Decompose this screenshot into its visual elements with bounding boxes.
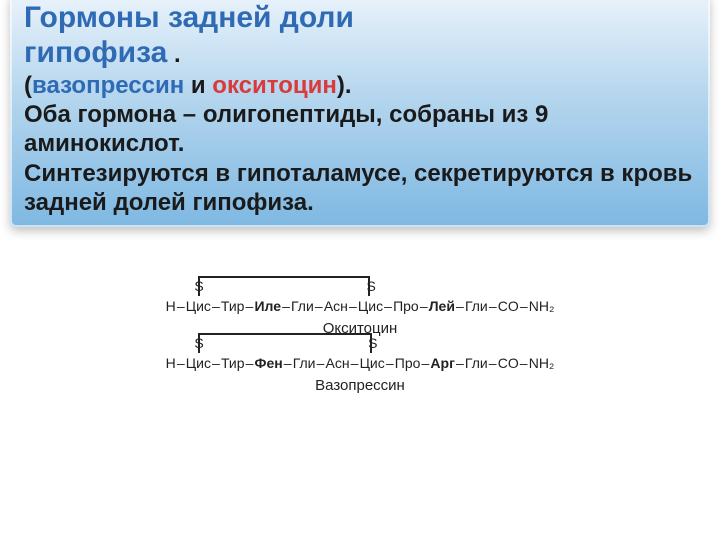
bond-dash: – bbox=[245, 355, 255, 371]
residue: CO bbox=[498, 298, 519, 314]
bond-dash: – bbox=[176, 298, 186, 314]
bond-dash: – bbox=[420, 355, 430, 371]
vasopressin-word: вазопрессин bbox=[32, 72, 184, 99]
hormone-names-line: (вазопрессин и окситоцин). bbox=[24, 71, 696, 100]
residue: Асн bbox=[324, 298, 348, 314]
description-line-1: Оба гормона – олигопептиды, собраны из 9… bbox=[24, 100, 696, 159]
residue: Арг bbox=[430, 355, 455, 371]
residue: Гли bbox=[291, 298, 314, 314]
residue: Цис bbox=[186, 355, 211, 371]
sulfur-label-right: S bbox=[368, 335, 377, 351]
peptide-name: Вазопрессин bbox=[315, 377, 405, 394]
sulfur-label-left: S bbox=[194, 335, 203, 351]
paren-close: ). bbox=[337, 72, 352, 99]
peptide-chain: Н–Цис–Тир–Фен–Гли–Асн–Цис–Про–Арг–Гли–CO… bbox=[166, 355, 555, 371]
peptide-chain: Н–Цис–Тир–Иле–Гли–Асн–Цис–Про–Лей–Гли–CO… bbox=[166, 298, 555, 314]
bond-dash: – bbox=[488, 355, 498, 371]
paren-open: ( bbox=[24, 72, 32, 99]
residue: Н bbox=[166, 355, 176, 371]
bond-dash: – bbox=[314, 298, 324, 314]
residue: CO bbox=[498, 355, 519, 371]
bond-dash: – bbox=[419, 298, 429, 314]
and-word: и bbox=[184, 72, 212, 99]
bond-dash: – bbox=[519, 355, 529, 371]
bond-dash: – bbox=[244, 298, 254, 314]
bond-dash: – bbox=[519, 298, 529, 314]
bond-dash: – bbox=[211, 298, 221, 314]
residue: Асн bbox=[326, 355, 350, 371]
residue: Гли bbox=[293, 355, 316, 371]
residue: Про bbox=[395, 355, 421, 371]
bond-dash: – bbox=[488, 298, 498, 314]
title-line-2: гипофиза . bbox=[24, 35, 696, 70]
peptide-diagram-area: Н–Цис–Тир–Иле–Гли–Асн–Цис–Про–Лей–Гли–CO… bbox=[0, 298, 720, 406]
peptide-block: Н–Цис–Тир–Фен–Гли–Асн–Цис–Про–Арг–Гли–CO… bbox=[166, 355, 555, 406]
bond-dash: – bbox=[176, 355, 186, 371]
residue: Цис bbox=[186, 298, 211, 314]
residue: Гли bbox=[465, 298, 488, 314]
residue: Цис bbox=[360, 355, 385, 371]
header-text-box: Гормоны задней доли гипофиза . (вазопрес… bbox=[10, 0, 710, 227]
residue: Иле bbox=[254, 298, 281, 314]
residue: Тир bbox=[221, 298, 245, 314]
residue: Цис bbox=[358, 298, 383, 314]
slide: Гормоны задней доли гипофиза . (вазопрес… bbox=[0, 0, 720, 540]
sulfur-label-right: S bbox=[366, 278, 375, 294]
residue: Н bbox=[166, 298, 176, 314]
residue: NH₂ bbox=[529, 298, 555, 314]
bond-dash: – bbox=[281, 298, 291, 314]
disulfide-bridge bbox=[198, 276, 370, 296]
title-dot: . bbox=[167, 41, 180, 68]
residue: Про bbox=[393, 298, 419, 314]
bond-dash: – bbox=[383, 298, 393, 314]
residue: Лей bbox=[429, 298, 455, 314]
residue: NH₂ bbox=[529, 355, 555, 371]
bond-dash: – bbox=[283, 355, 293, 371]
sulfur-label-left: S bbox=[194, 278, 203, 294]
oxytocin-word: окситоцин bbox=[212, 72, 337, 99]
title-line-1: Гормоны задней доли bbox=[24, 0, 696, 35]
bond-dash: – bbox=[211, 355, 221, 371]
residue: Гли bbox=[465, 355, 488, 371]
residue: Тир bbox=[221, 355, 245, 371]
description-line-2: Синтезируются в гипоталамусе, секретирую… bbox=[24, 159, 696, 218]
bond-dash: – bbox=[455, 355, 465, 371]
bond-dash: – bbox=[385, 355, 395, 371]
bond-dash: – bbox=[316, 355, 326, 371]
disulfide-bridge bbox=[198, 333, 372, 353]
bond-dash: – bbox=[348, 298, 358, 314]
residue: Фен bbox=[255, 355, 283, 371]
bond-dash: – bbox=[350, 355, 360, 371]
title-word: гипофиза bbox=[24, 36, 167, 69]
bond-dash: – bbox=[455, 298, 465, 314]
